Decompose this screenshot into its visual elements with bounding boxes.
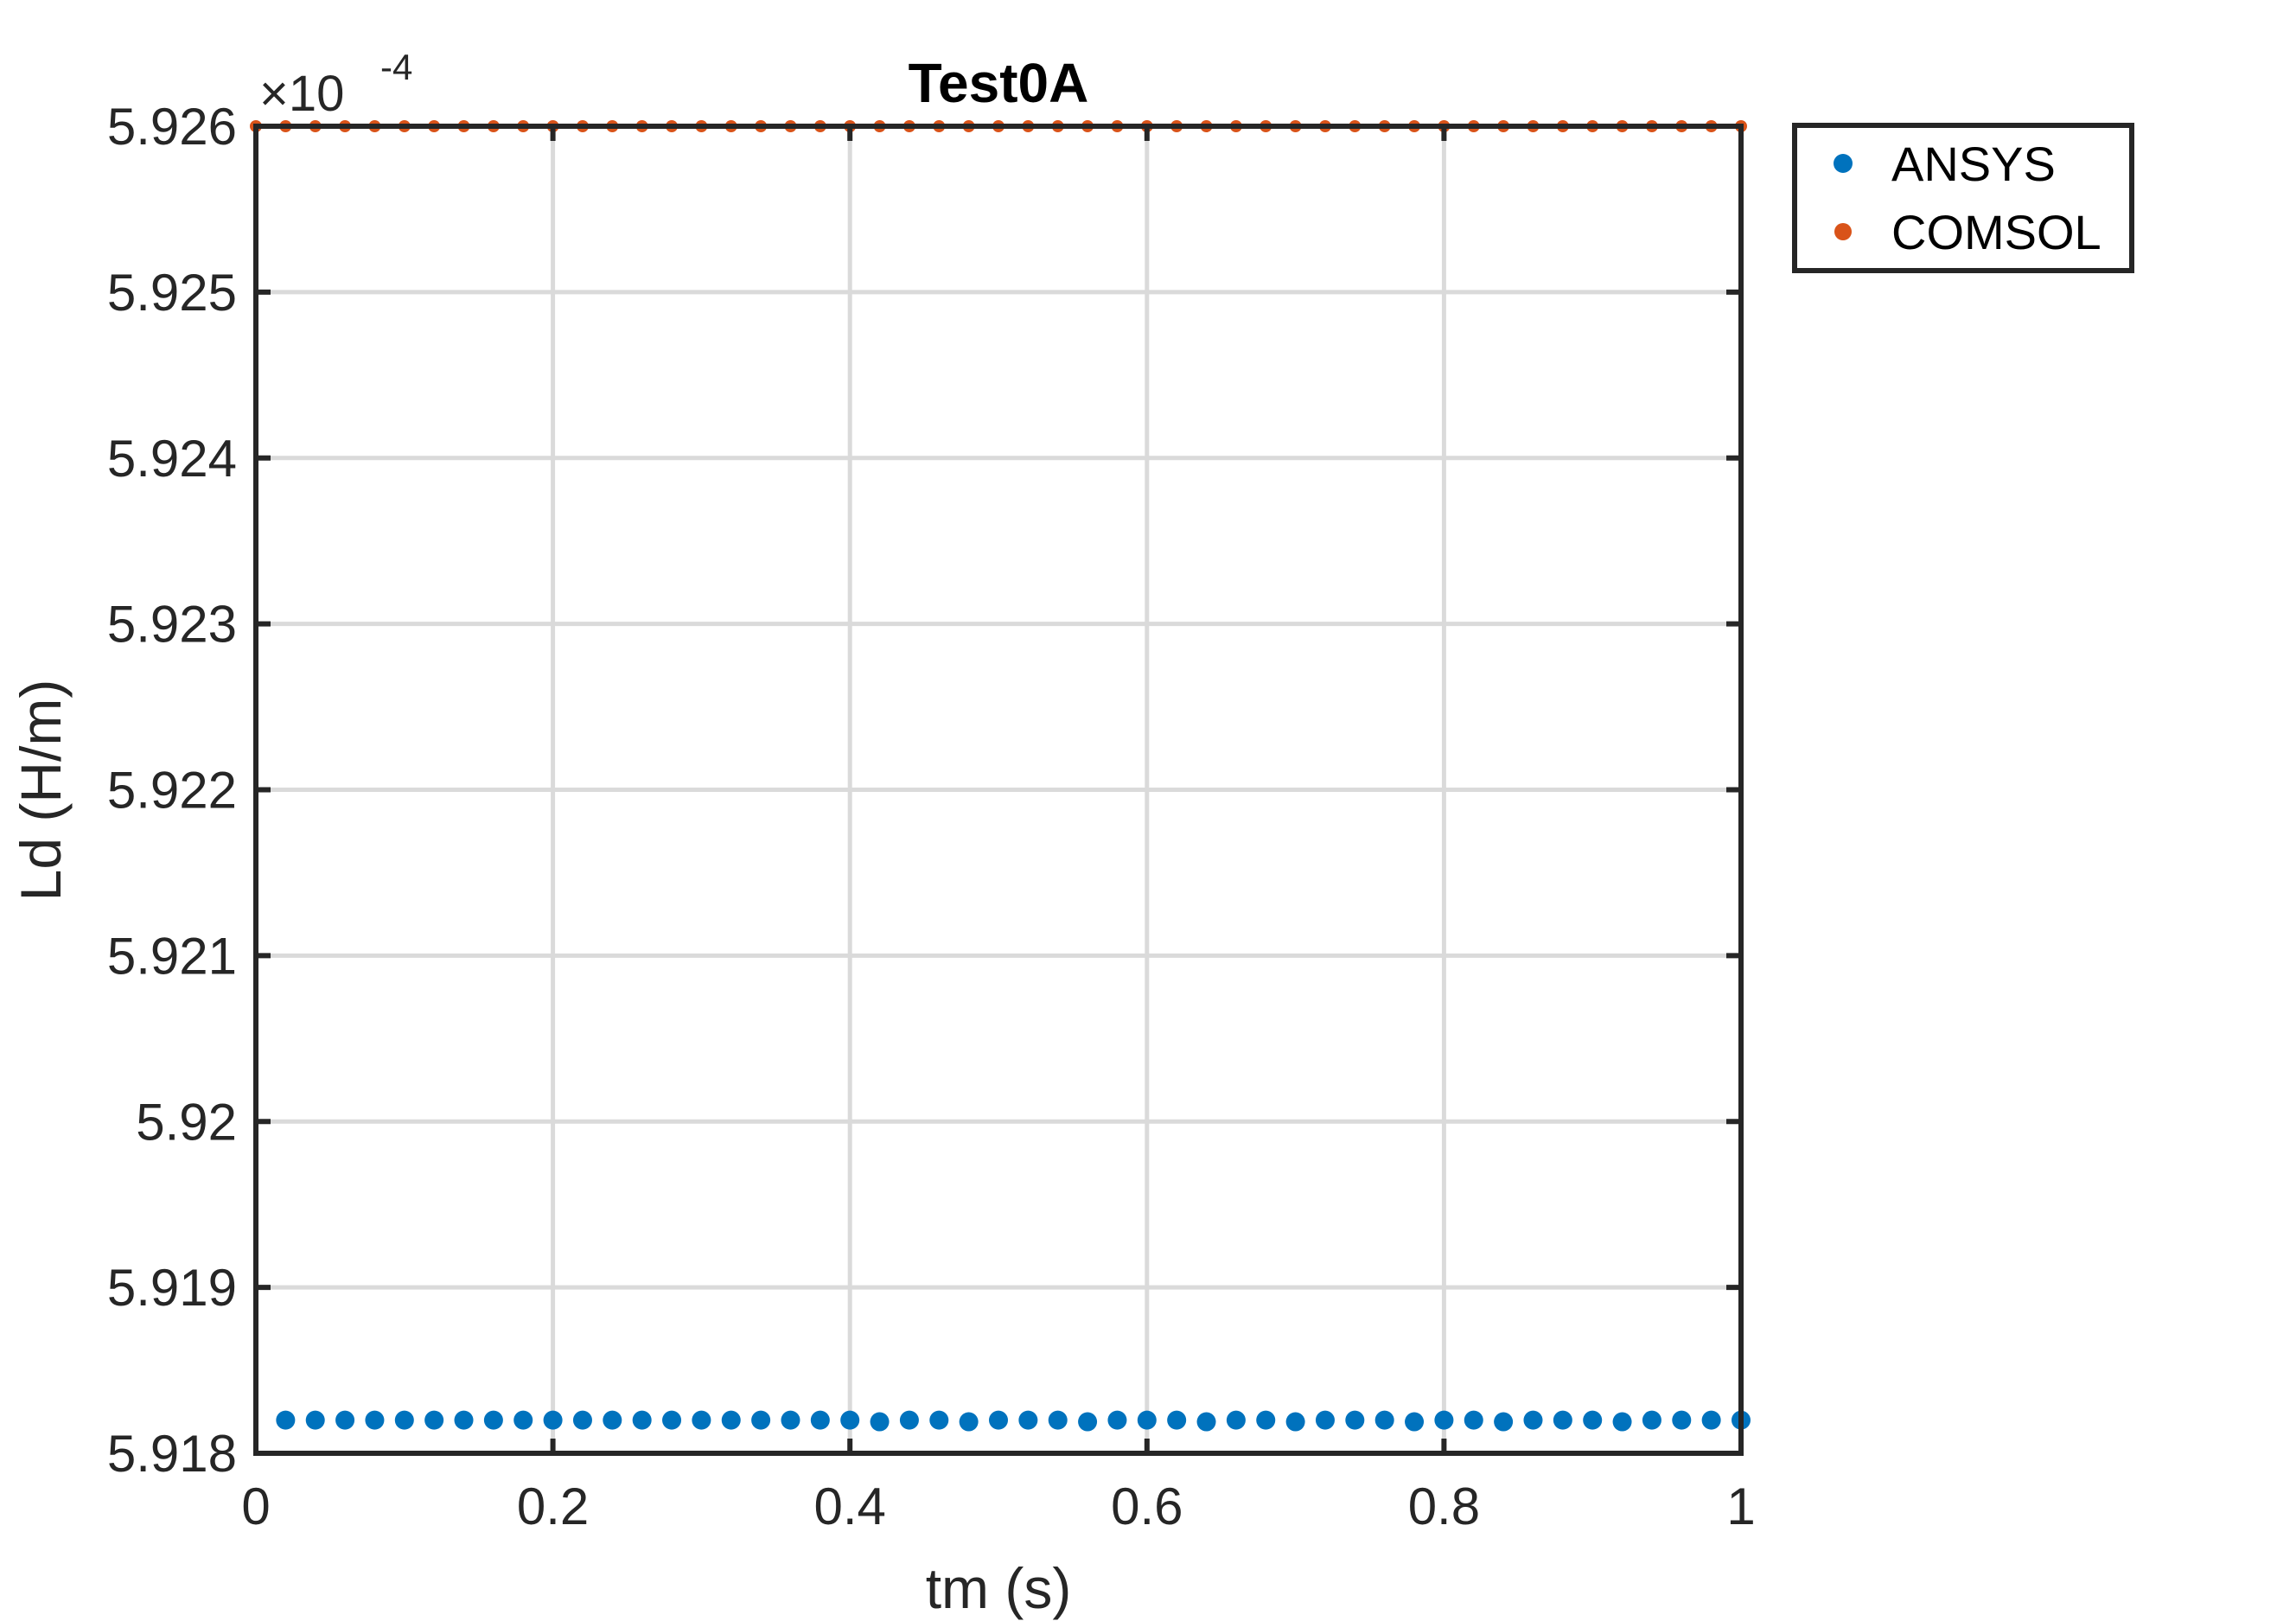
data-point-ansys [1374, 1410, 1394, 1430]
y-multiplier-exponent: -4 [380, 47, 412, 87]
legend-label-comsol: COMSOL [1891, 205, 2101, 259]
data-point-ansys [1256, 1410, 1276, 1430]
data-point-ansys [1672, 1410, 1692, 1430]
legend: ANSYS COMSOL [1792, 123, 2134, 273]
data-point-ansys [603, 1410, 622, 1430]
legend-marker-ansys [1834, 154, 1853, 173]
data-point-ansys [721, 1410, 741, 1430]
data-point-ansys [513, 1410, 533, 1430]
data-point-ansys [1048, 1410, 1068, 1430]
y-tick-label: 5.922 [107, 762, 237, 820]
data-point-ansys [1285, 1412, 1305, 1432]
data-point-ansys [394, 1410, 414, 1430]
data-point-ansys [929, 1410, 949, 1430]
data-point-ansys [1078, 1412, 1098, 1432]
data-point-ansys [840, 1410, 860, 1430]
data-point-ansys [1196, 1412, 1216, 1432]
y-tick-label: 5.924 [107, 430, 237, 488]
data-point-ansys [1405, 1412, 1425, 1432]
data-point-ansys [572, 1410, 592, 1430]
y-tick-label: 5.925 [107, 264, 237, 322]
data-point-ansys [1434, 1410, 1454, 1430]
data-point-ansys [543, 1410, 563, 1430]
data-point-ansys [899, 1410, 919, 1430]
data-point-ansys [276, 1410, 296, 1430]
series-comsol [250, 120, 1747, 132]
data-point-ansys [781, 1410, 800, 1430]
data-point-ansys [1494, 1412, 1514, 1432]
legend-marker-comsol [1834, 223, 1852, 240]
data-point-ansys [1642, 1410, 1661, 1430]
series-markers [250, 120, 1751, 1432]
data-point-ansys [1464, 1410, 1483, 1430]
data-point-ansys [1167, 1410, 1187, 1430]
y-tick-label: 5.921 [107, 927, 237, 985]
data-point-ansys [483, 1410, 503, 1430]
data-point-ansys [1701, 1410, 1721, 1430]
y-tick-label: 5.919 [107, 1259, 237, 1317]
legend-label-ansys: ANSYS [1891, 137, 2056, 191]
data-point-ansys [424, 1410, 444, 1430]
data-point-ansys [1523, 1410, 1543, 1430]
x-tick-label: 0.8 [1408, 1477, 1480, 1535]
axis-ticks [253, 124, 1744, 1456]
y-axis-multiplier: ×10 -4 [259, 47, 412, 122]
y-tick-label: 5.926 [107, 98, 237, 156]
data-point-ansys [632, 1410, 652, 1430]
data-point-ansys [870, 1412, 890, 1432]
x-tick-label: 0.6 [1111, 1477, 1183, 1535]
y-tick-labels: 5.918 5.919 5.92 5.921 5.922 5.923 5.924 5.925 5… [107, 98, 237, 1483]
y-axis-label: Ld (H/m) [9, 680, 73, 902]
data-point-ansys [751, 1410, 771, 1430]
data-point-ansys [1612, 1412, 1632, 1432]
data-point-ansys [335, 1410, 355, 1430]
grid-lines [256, 126, 1741, 1453]
x-tick-label: 0.2 [517, 1477, 589, 1535]
y-tick-label: 5.923 [107, 596, 237, 654]
data-point-ansys [1583, 1410, 1603, 1430]
x-tick-label: 0.4 [813, 1477, 885, 1535]
data-point-ansys [959, 1412, 979, 1432]
y-tick-label: 5.918 [107, 1425, 237, 1483]
x-tick-label: 1 [1726, 1477, 1755, 1535]
data-point-ansys [692, 1410, 711, 1430]
data-point-ansys [1018, 1410, 1038, 1430]
series-ansys [276, 1410, 1751, 1432]
data-point-ansys [305, 1410, 325, 1430]
data-point-ansys [1345, 1410, 1365, 1430]
x-tick-labels: 0 0.2 0.4 0.6 0.8 1 [241, 1477, 1755, 1535]
data-point-ansys [365, 1410, 385, 1430]
data-point-ansys [1553, 1410, 1572, 1430]
y-multiplier-base: ×10 [259, 66, 344, 122]
data-point-ansys [1315, 1410, 1335, 1430]
y-tick-label: 5.92 [136, 1093, 237, 1151]
legend-box [1792, 123, 2134, 273]
data-point-ansys [662, 1410, 682, 1430]
data-point-ansys [1107, 1410, 1127, 1430]
data-point-ansys [1226, 1410, 1246, 1430]
data-point-ansys [989, 1410, 1008, 1430]
data-point-ansys [810, 1410, 830, 1430]
x-tick-label: 0 [241, 1477, 270, 1535]
data-point-ansys [454, 1410, 474, 1430]
data-point-ansys [1137, 1410, 1157, 1430]
chart-title: Test0A [909, 52, 1089, 114]
x-axis-label: tm (s) [926, 1556, 1072, 1620]
